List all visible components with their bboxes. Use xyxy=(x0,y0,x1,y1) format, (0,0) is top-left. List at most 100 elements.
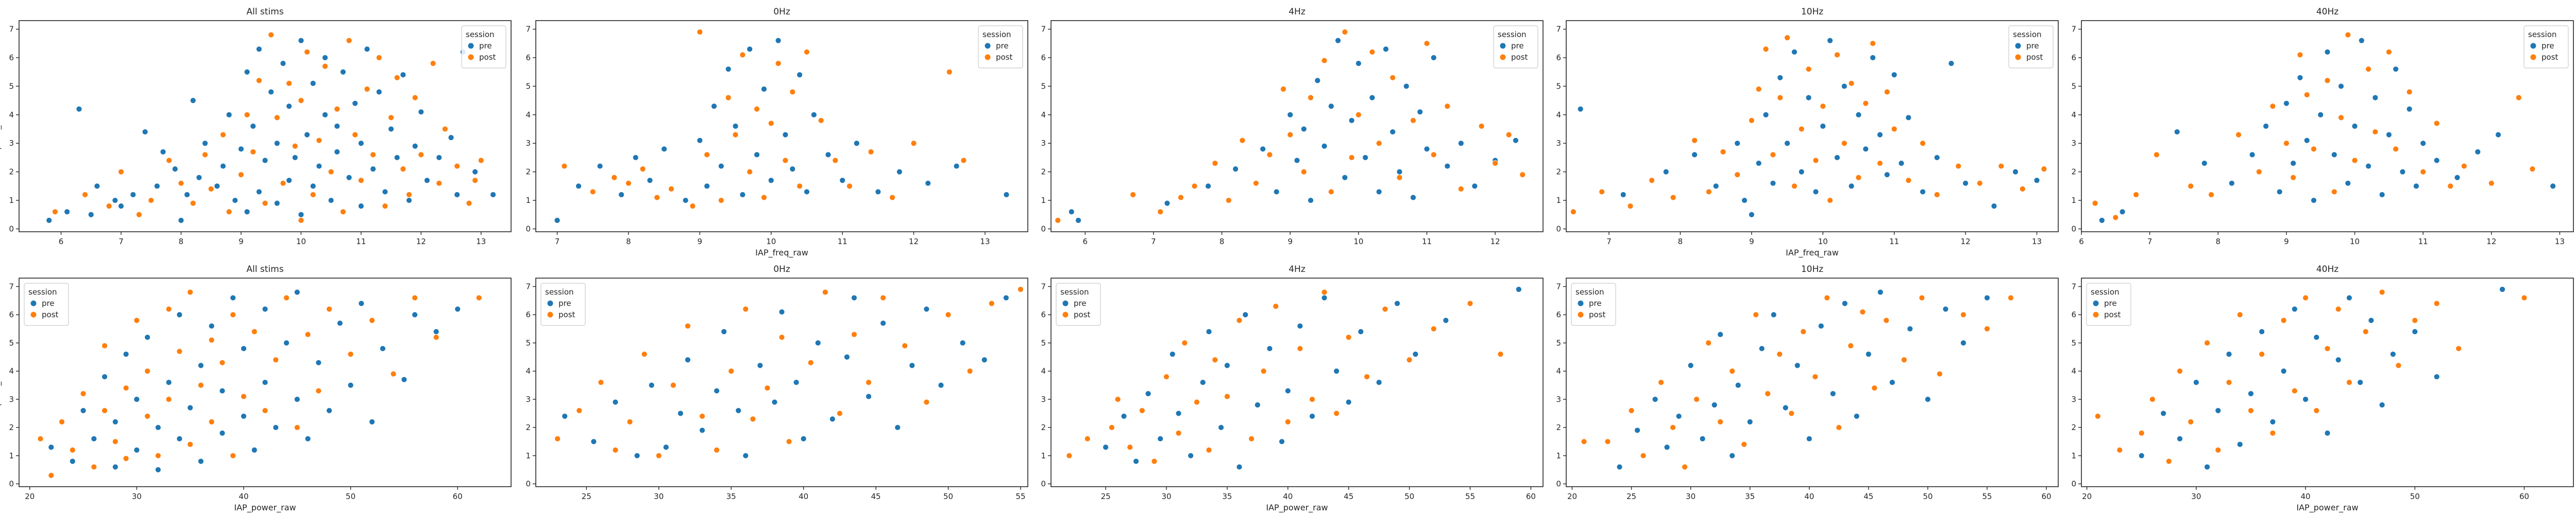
axes-frame xyxy=(2081,278,2574,487)
x-tick-label: 11 xyxy=(838,237,848,246)
data-point-post xyxy=(472,177,479,184)
data-point-pre xyxy=(2269,419,2276,425)
data-point-pre xyxy=(280,60,286,67)
data-point-post xyxy=(1670,194,1676,201)
data-point-post xyxy=(1936,371,1943,377)
data-point-post xyxy=(178,180,184,186)
data-point-post xyxy=(923,399,930,405)
data-point-post xyxy=(37,436,44,442)
x-tick-label: 7 xyxy=(118,237,124,246)
data-point-pre xyxy=(711,103,717,110)
data-point-pre xyxy=(286,103,292,110)
y-tick-label: 7 xyxy=(2071,282,2076,291)
data-point-pre xyxy=(328,197,334,203)
data-point-post xyxy=(382,203,388,210)
data-point-post xyxy=(639,166,646,173)
y-tick-label: 2 xyxy=(526,423,531,432)
data-point-pre xyxy=(304,131,310,138)
data-point-post xyxy=(91,464,97,470)
data-point-post xyxy=(466,200,472,207)
legend: session pre post xyxy=(1571,283,1616,326)
data-point-post xyxy=(283,295,290,301)
data-point-post xyxy=(1628,407,1635,414)
data-point-pre xyxy=(394,154,400,161)
y-tick-label: 4 xyxy=(2071,110,2076,119)
data-point-post xyxy=(1720,148,1726,155)
data-point-post xyxy=(322,63,328,70)
data-point-pre xyxy=(1300,126,1307,132)
data-point-pre xyxy=(382,188,388,195)
data-point-pre xyxy=(2248,390,2254,397)
y-tick-label: 7 xyxy=(1556,282,1561,291)
y-tick-label: 4 xyxy=(526,367,531,376)
data-point-pre xyxy=(226,111,232,118)
y-tick-label: 1 xyxy=(526,451,531,460)
data-point-post xyxy=(298,217,304,224)
data-point-post xyxy=(1805,66,1812,73)
data-point-post xyxy=(775,60,782,67)
data-point-pre xyxy=(376,89,382,95)
legend-title: session xyxy=(2013,30,2042,39)
data-point-post xyxy=(1084,436,1091,442)
data-point-post xyxy=(250,148,257,155)
data-point-pre xyxy=(1389,129,1396,135)
data-point-pre xyxy=(176,436,183,442)
data-point-post xyxy=(412,295,418,301)
data-point-post xyxy=(226,209,232,215)
y-tick-label: 2 xyxy=(526,167,531,177)
data-point-pre xyxy=(334,123,341,129)
x-tick-label: 11 xyxy=(2418,237,2428,246)
data-point-pre xyxy=(64,209,71,215)
data-point-post xyxy=(1871,385,1878,391)
data-point-pre xyxy=(634,452,640,459)
x-tick-label: 35 xyxy=(726,492,736,501)
data-point-post xyxy=(1342,29,1348,36)
legend: session pre post xyxy=(2008,25,2054,68)
data-point-pre xyxy=(1003,295,1009,301)
data-point-post xyxy=(778,334,785,340)
x-tick-label: 8 xyxy=(1678,237,1683,246)
data-point-post xyxy=(786,438,792,445)
y-tick-label: 1 xyxy=(9,451,14,460)
data-point-pre xyxy=(1898,160,1905,166)
data-point-post xyxy=(1497,351,1504,357)
data-point-pre xyxy=(562,413,568,420)
x-tick-label: 9 xyxy=(239,237,244,246)
data-point-pre xyxy=(91,436,97,442)
data-point-pre xyxy=(612,399,619,405)
data-point-post xyxy=(1423,40,1430,47)
data-point-pre xyxy=(2499,286,2505,293)
data-point-post xyxy=(2269,103,2276,110)
data-point-pre xyxy=(1328,103,1334,110)
data-point-pre xyxy=(241,345,247,352)
data-point-pre xyxy=(1865,351,1872,357)
y-tick-label: 4 xyxy=(9,110,14,119)
data-point-post xyxy=(742,306,749,313)
data-point-pre xyxy=(230,295,236,301)
data-point-post xyxy=(133,317,140,323)
data-point-pre xyxy=(1877,131,1883,138)
x-tick-label: 12 xyxy=(416,237,426,246)
data-point-pre xyxy=(244,68,250,75)
data-point-pre xyxy=(448,134,454,141)
x-tick-label: 30 xyxy=(2191,492,2201,501)
data-point-pre xyxy=(1891,72,1897,78)
data-point-pre xyxy=(1791,49,1798,55)
y-tick-label: 5 xyxy=(526,81,531,91)
data-point-pre xyxy=(894,424,901,431)
legend-title: session xyxy=(2091,287,2120,297)
data-point-post xyxy=(256,77,262,84)
data-point-pre xyxy=(1345,399,1352,405)
x-tick-label: 9 xyxy=(2284,237,2289,246)
data-point-post xyxy=(1976,180,1983,186)
data-point-pre xyxy=(1770,312,1777,318)
data-point-pre xyxy=(768,177,774,184)
data-point-post xyxy=(144,368,151,374)
data-point-post xyxy=(902,342,908,349)
y-tick-label: 1 xyxy=(9,196,14,205)
data-point-pre xyxy=(896,168,903,175)
data-point-pre xyxy=(618,192,624,198)
